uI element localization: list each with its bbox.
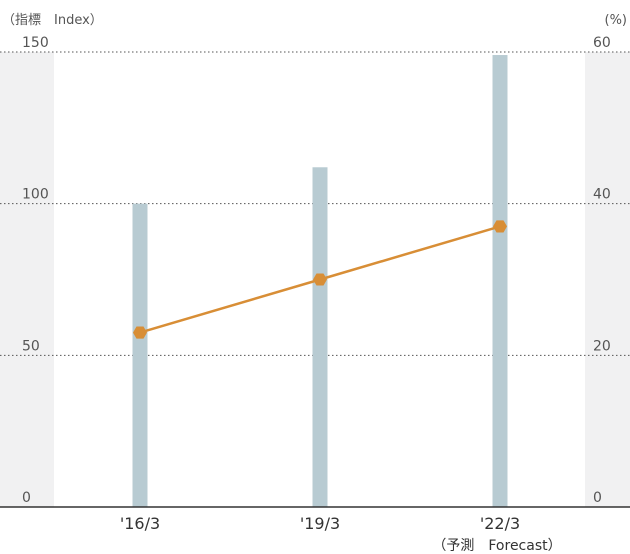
line-series (133, 220, 507, 339)
right-tick-label: 20 (593, 338, 611, 354)
line-point (493, 220, 507, 233)
left-tick-label: 0 (22, 490, 31, 506)
right-axis-band (585, 52, 630, 507)
bar-series (132, 55, 508, 508)
right-tick-label: 0 (593, 490, 602, 506)
category-labels: '16/3 '19/3 '22/3 (120, 514, 520, 533)
category-label: '19/3 (300, 514, 340, 533)
left-tick-label: 150 (22, 35, 49, 51)
category-label: '16/3 (120, 514, 160, 533)
line-point (313, 273, 327, 286)
right-tick-label: 60 (593, 35, 611, 51)
gridlines (0, 51, 630, 356)
bar (492, 55, 508, 508)
forecast-note: （予測 Forecast） (432, 538, 561, 554)
right-tick-label: 40 (593, 187, 611, 203)
right-axis-label: (%) (605, 13, 628, 28)
left-axis-ticks: 0 50 100 150 (22, 35, 49, 506)
bar (132, 203, 148, 507)
left-axis-band (0, 52, 54, 507)
left-axis-label: （指標 Index） (2, 13, 103, 28)
category-label: '22/3 (480, 514, 520, 533)
line-point (133, 326, 147, 339)
bar (312, 167, 328, 507)
right-axis-ticks: 0 20 40 60 (593, 35, 611, 506)
left-tick-label: 100 (22, 187, 49, 203)
left-tick-label: 50 (22, 338, 40, 354)
